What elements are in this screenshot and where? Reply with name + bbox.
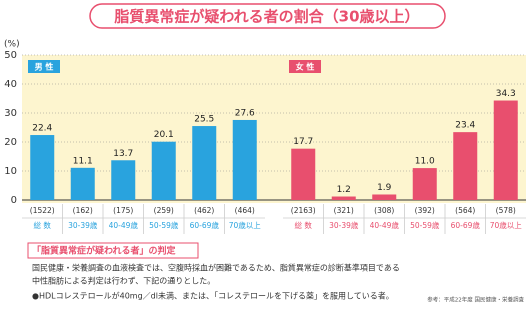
value-label: 1.2: [337, 185, 351, 195]
sample-size: (308): [374, 206, 394, 215]
bar: [70, 167, 95, 200]
value-label: 11.1: [73, 156, 93, 166]
x-tick-label: 70歳以上: [229, 220, 262, 230]
bar: [412, 168, 437, 200]
bar: [232, 119, 257, 200]
y-tick-label: 50: [4, 50, 17, 61]
panel-label: 男 性: [35, 62, 54, 72]
y-tick-label: 10: [4, 166, 17, 177]
bar: [111, 160, 136, 200]
x-tick-label: 30-39歳: [329, 220, 359, 230]
value-label: 20.1: [154, 130, 174, 140]
y-tick-label: 40: [4, 79, 17, 90]
bar: [291, 148, 316, 200]
x-tick-label: 60-69歳: [451, 220, 481, 230]
bar: [30, 135, 55, 200]
sample-size: (321): [334, 206, 354, 215]
y-tick-label: 20: [4, 137, 17, 148]
x-tick-label: 40-49歳: [370, 220, 400, 230]
value-label: 22.4: [32, 124, 52, 134]
note-line: 中性脂肪による判定は行わず、下記の通りとした。: [32, 276, 215, 286]
y-axis-label: (%): [4, 40, 20, 50]
sample-size: (392): [415, 206, 435, 215]
value-label: 17.7: [293, 137, 313, 147]
bar: [493, 100, 518, 200]
sample-size: (162): [73, 206, 93, 215]
value-label: 13.7: [113, 149, 133, 159]
sample-size: (1522): [30, 206, 55, 215]
note-line: ●HDLコレステロールが40mg／dl未満、または、「コレステロールを下げる薬」…: [32, 291, 394, 301]
bar: [372, 194, 397, 200]
x-tick-label: 50-59歳: [410, 220, 440, 230]
value-label: 25.5: [194, 115, 214, 125]
panel-label: 女 性: [296, 62, 315, 72]
bar: [331, 196, 356, 200]
y-tick-label: 0: [11, 195, 17, 206]
chart-title: 脂質異常症が疑われる者の割合（30歳以上）: [114, 8, 419, 26]
value-label: 27.6: [235, 108, 255, 118]
sample-size: (564): [455, 206, 475, 215]
bar: [151, 141, 176, 200]
note-heading: 「脂質異常症が疑われる者」の判定: [32, 245, 177, 257]
sample-size: (578): [496, 206, 516, 215]
note-heading-frame: [27, 242, 199, 259]
bar: [453, 132, 478, 200]
title-frame: [89, 3, 446, 29]
x-tick-label: 50-59歳: [149, 220, 179, 230]
bar: [192, 126, 217, 200]
note-line: 国民健康・栄養調査の血液検査では、空腹時採血が困難であるため、脂質異常症の診断基…: [32, 263, 400, 273]
x-tick-label: 40-49歳: [109, 220, 139, 230]
table-strip: [22, 203, 526, 235]
x-tick-label: 30-39歳: [68, 220, 98, 230]
value-label: 11.0: [415, 157, 435, 167]
x-tick-label: 70歳以上: [490, 220, 523, 230]
x-tick-label: 総 数: [34, 220, 52, 230]
y-tick-label: 30: [4, 108, 17, 119]
panel-label-box: [28, 60, 60, 73]
sample-size: (2163): [291, 206, 316, 215]
x-tick-label: 総 数: [295, 220, 313, 230]
source: 参考：平成22年度 国民健康・栄養調査: [427, 296, 524, 304]
panel-label-box: [289, 60, 321, 73]
sample-size: (259): [154, 206, 174, 215]
value-label: 1.9: [377, 183, 392, 193]
value-label: 34.3: [496, 89, 516, 99]
sample-size: (462): [194, 206, 214, 215]
value-label: 23.4: [455, 121, 475, 131]
sample-size: (464): [235, 206, 255, 215]
sample-size: (175): [113, 206, 133, 215]
x-tick-label: 60-69歳: [190, 220, 220, 230]
